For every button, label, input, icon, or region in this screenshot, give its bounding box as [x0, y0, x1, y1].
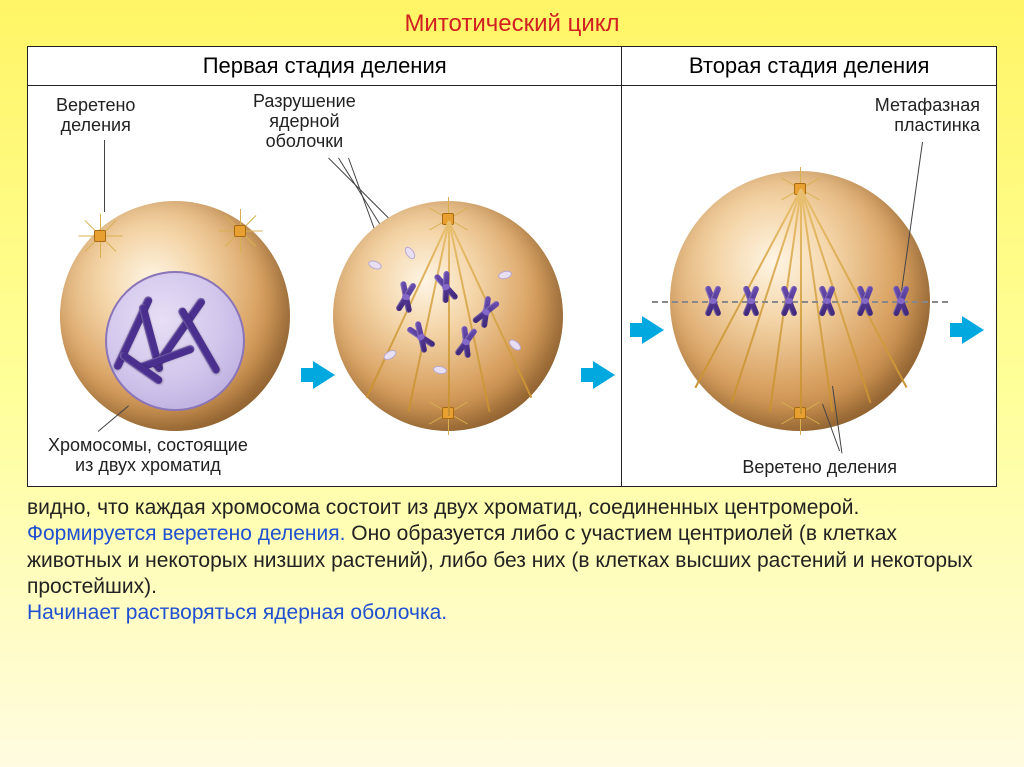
arrow-icon — [962, 316, 984, 344]
nucleus — [105, 271, 245, 411]
caption-text: видно, что каждая хромосома состоит из д… — [27, 495, 997, 626]
header-stage1: Первая стадия деления — [28, 47, 622, 86]
prometaphase-cell — [333, 201, 563, 431]
stages-table: Первая стадия деления Вторая стадия деле… — [27, 46, 997, 487]
label-chromatids: Хромосомы, состоящие из двух хроматид — [48, 436, 248, 476]
chromosome-icon — [852, 285, 878, 317]
stage2-panel: Метафазная пластинка Веретено деления — [622, 86, 996, 486]
arrow-icon — [313, 361, 335, 389]
label-spindle2: Веретено деления — [742, 458, 897, 478]
page-title: Митотический цикл — [0, 0, 1024, 46]
label-envelope: Разрушение ядерной оболочки — [253, 92, 356, 151]
metaphase-cell — [670, 171, 930, 431]
centrosome-icon — [220, 211, 260, 251]
centrosome-icon — [80, 216, 120, 256]
chromosome-icon — [814, 285, 840, 317]
arrow-icon — [642, 316, 664, 344]
stage1-panel: Веретено деления Разрушение ядерной обол… — [28, 86, 621, 486]
chromosome-icon — [776, 285, 802, 317]
chromosome-icon — [738, 285, 764, 317]
label-spindle: Веретено деления — [56, 96, 135, 136]
label-metaphase-plate: Метафазная пластинка — [875, 96, 980, 136]
chromosome-icon — [390, 279, 421, 315]
prophase-cell — [60, 201, 290, 431]
header-stage2: Вторая стадия деления — [622, 47, 997, 86]
chromosome-icon — [700, 285, 726, 317]
arrow-icon — [593, 361, 615, 389]
